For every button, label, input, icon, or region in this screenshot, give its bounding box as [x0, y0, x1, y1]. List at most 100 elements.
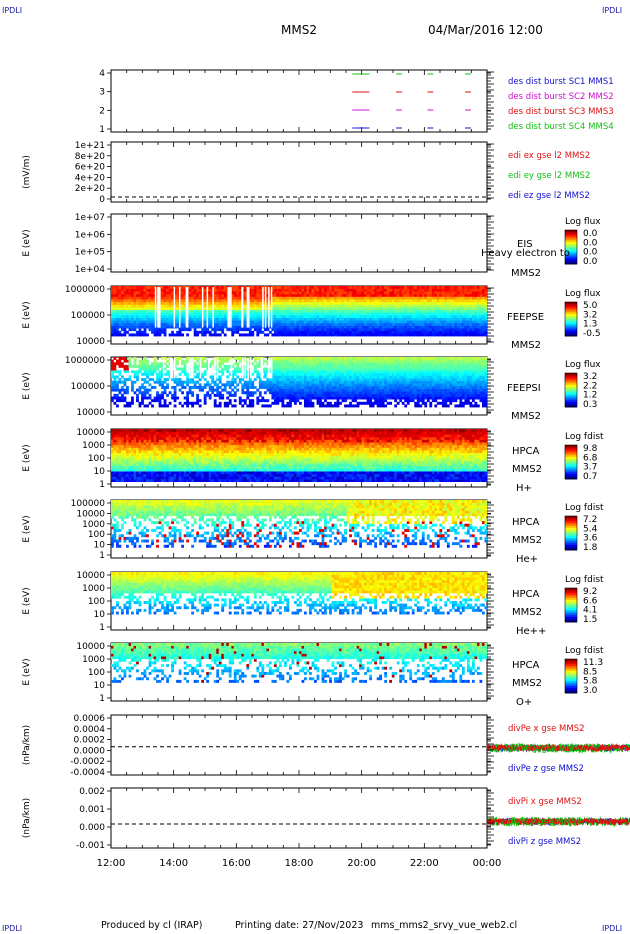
spectrogram-cell	[213, 317, 217, 321]
spectrogram-cell	[356, 357, 360, 360]
spectrogram-cell	[241, 328, 245, 332]
spectrogram-cell	[401, 380, 405, 384]
spectrogram-cell	[296, 370, 300, 374]
spectrogram-cell	[339, 388, 342, 392]
spectrogram-cell	[304, 362, 307, 366]
spectrogram-cell	[391, 286, 395, 289]
spectrogram-cell	[334, 307, 337, 311]
spectrogram-cell	[379, 317, 383, 321]
spectrogram-cell	[278, 320, 282, 324]
spectrogram-cell	[479, 312, 483, 316]
spectrogram-cell	[198, 320, 202, 324]
spectrogram-cell	[469, 333, 473, 337]
spectrogram-cell	[354, 380, 357, 384]
spectrogram-cell	[233, 299, 237, 303]
spectrogram-cell	[176, 325, 179, 329]
spectrogram-cell	[161, 370, 164, 374]
spectrogram-cell	[379, 372, 383, 376]
spectrogram-cell	[381, 330, 385, 334]
spectrogram-cell	[341, 328, 345, 332]
spectrogram-cell	[171, 288, 174, 292]
spectrogram-cell	[216, 309, 220, 313]
spectrogram-cell	[291, 288, 295, 292]
spectrogram-cell	[469, 317, 473, 321]
spectrogram-cell	[379, 288, 383, 292]
spectrogram-cell	[386, 357, 390, 360]
spectrogram-cell	[361, 312, 365, 316]
spectrogram-cell	[216, 301, 220, 305]
spectrogram-cell	[271, 359, 275, 363]
spectrogram-cell	[394, 309, 398, 313]
spectrogram-cell	[138, 386, 142, 389]
spectrogram-cell	[479, 333, 483, 337]
spectrogram-cell	[359, 372, 362, 376]
spectrogram-cell	[171, 317, 174, 321]
spectrogram-cell	[366, 370, 370, 374]
spectrogram-cell	[161, 296, 164, 300]
spectrogram-cell	[449, 322, 453, 326]
spectrogram-cell	[411, 296, 415, 300]
spectrogram-cell	[476, 301, 480, 305]
spectrogram-cell	[168, 304, 172, 308]
spectrogram-cell	[429, 307, 433, 311]
colorbar-cell	[565, 330, 577, 334]
spectrogram-cell	[389, 315, 393, 318]
spectrogram-cell	[316, 333, 320, 337]
spectrogram-cell	[288, 386, 292, 389]
spectrogram-cell	[253, 315, 257, 318]
spectrogram-cell	[151, 404, 154, 408]
spectrogram-cell	[288, 391, 292, 395]
spectrogram-cell	[369, 291, 372, 295]
spectrogram-cell	[181, 315, 184, 318]
spectrogram-cell	[276, 380, 280, 384]
spectrogram-cell	[126, 301, 129, 305]
spectrogram-cell	[121, 317, 124, 321]
colorbar-cell	[565, 313, 577, 317]
spectrogram-cell	[253, 299, 257, 303]
spectrogram-cell	[283, 370, 287, 374]
spectrogram-cell	[213, 307, 217, 311]
spectrogram-cell	[128, 304, 132, 308]
spectrogram-cell	[421, 330, 425, 334]
spectrogram-cell	[434, 309, 438, 313]
spectrogram-cell	[208, 396, 212, 400]
spectrogram-cell	[148, 396, 152, 400]
spectrogram-cell	[441, 315, 445, 318]
spectrogram-cell	[283, 378, 287, 382]
spectrogram-cell	[411, 286, 415, 289]
colorbar-cell	[565, 262, 577, 265]
spectrogram-cell	[196, 320, 200, 324]
spectrogram-cell	[316, 328, 320, 332]
spectrogram-cell	[133, 317, 137, 321]
spectrogram-cell	[211, 388, 215, 392]
spectrogram-cell	[161, 315, 164, 318]
spectrogram-cell	[361, 396, 365, 400]
spectrogram-cell	[181, 288, 184, 292]
spectrogram-cell	[286, 386, 290, 389]
spectrogram-cell	[196, 291, 200, 295]
spectrogram-cell	[409, 399, 413, 403]
spectrogram-cell	[384, 380, 388, 384]
spectrogram-cell	[143, 296, 147, 300]
spectrogram-cell	[261, 399, 265, 403]
spectrogram-cell	[271, 378, 275, 382]
spectrogram-cell	[461, 328, 465, 332]
spectrogram-cell	[293, 401, 297, 405]
spectrogram-cell	[329, 296, 332, 300]
spectrogram-cell	[326, 296, 330, 300]
spectrogram-cell	[121, 375, 124, 379]
spectrogram-cell	[293, 393, 297, 397]
spectrogram-cell	[326, 325, 330, 329]
spectrogram-cell	[166, 383, 169, 387]
spectrogram-cell	[431, 317, 435, 321]
spectrogram-cell	[113, 357, 117, 360]
spectrogram-cell	[238, 288, 242, 292]
spectrogram-cell	[309, 370, 312, 374]
spectrogram-cell	[446, 299, 450, 303]
spectrogram-cell	[121, 291, 124, 295]
spectrogram-cell	[146, 362, 149, 366]
spectrogram-cell	[334, 370, 337, 374]
spectrogram-cell	[248, 330, 252, 334]
spectrogram-cell	[128, 312, 132, 316]
spectrogram-cell	[183, 307, 187, 311]
